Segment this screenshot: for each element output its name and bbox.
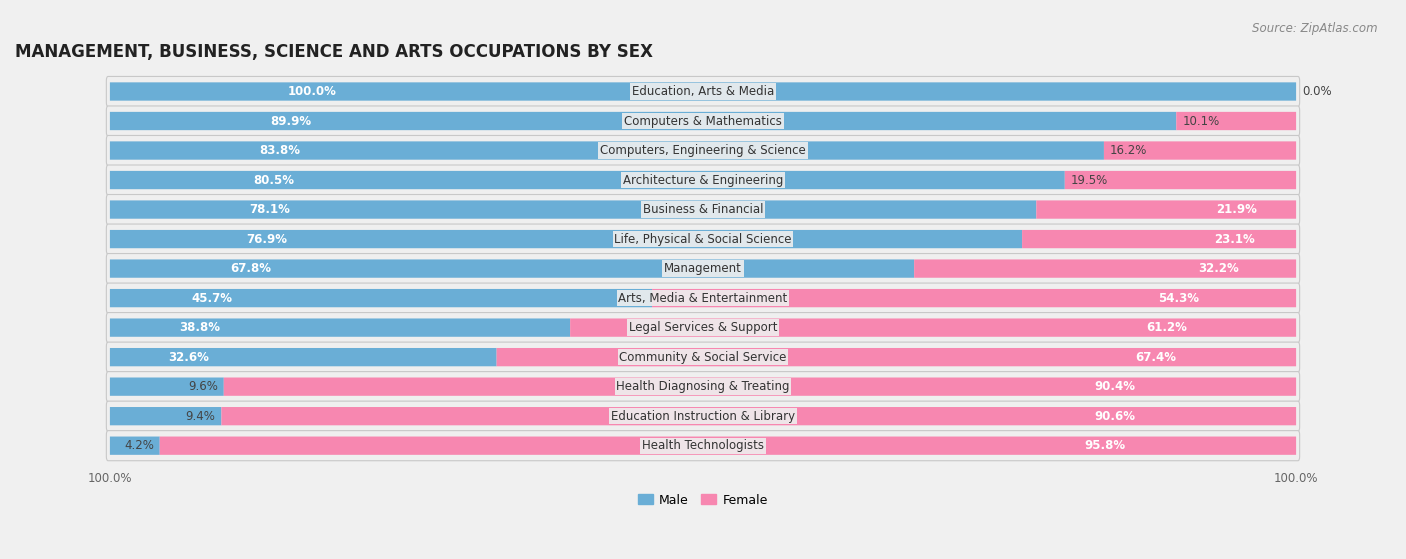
Text: 21.9%: 21.9% [1216, 203, 1257, 216]
FancyBboxPatch shape [110, 289, 652, 307]
Text: Legal Services & Support: Legal Services & Support [628, 321, 778, 334]
FancyBboxPatch shape [1177, 112, 1296, 130]
Text: Health Technologists: Health Technologists [643, 439, 763, 452]
FancyBboxPatch shape [1036, 201, 1296, 219]
Text: 32.6%: 32.6% [167, 350, 208, 364]
FancyBboxPatch shape [110, 407, 221, 425]
Text: 23.1%: 23.1% [1215, 233, 1256, 245]
Text: 9.4%: 9.4% [186, 410, 215, 423]
FancyBboxPatch shape [496, 348, 1296, 366]
FancyBboxPatch shape [107, 342, 1299, 372]
Text: 80.5%: 80.5% [253, 173, 294, 187]
FancyBboxPatch shape [571, 319, 1296, 337]
Text: 90.4%: 90.4% [1094, 380, 1135, 393]
Text: Community & Social Service: Community & Social Service [619, 350, 787, 364]
Text: 89.9%: 89.9% [270, 115, 311, 127]
FancyBboxPatch shape [110, 112, 1177, 130]
Legend: Male, Female: Male, Female [633, 489, 773, 511]
Text: Health Diagnosing & Treating: Health Diagnosing & Treating [616, 380, 790, 393]
Text: 9.6%: 9.6% [188, 380, 218, 393]
FancyBboxPatch shape [110, 201, 1036, 219]
FancyBboxPatch shape [110, 82, 1296, 101]
FancyBboxPatch shape [110, 377, 224, 396]
Text: 67.8%: 67.8% [231, 262, 271, 275]
Text: Education Instruction & Library: Education Instruction & Library [612, 410, 794, 423]
FancyBboxPatch shape [107, 430, 1299, 461]
FancyBboxPatch shape [107, 106, 1299, 136]
FancyBboxPatch shape [110, 171, 1064, 189]
FancyBboxPatch shape [221, 407, 1296, 425]
Text: 38.8%: 38.8% [179, 321, 219, 334]
FancyBboxPatch shape [107, 372, 1299, 402]
FancyBboxPatch shape [107, 77, 1299, 107]
FancyBboxPatch shape [224, 377, 1296, 396]
FancyBboxPatch shape [110, 348, 496, 366]
Text: 76.9%: 76.9% [246, 233, 288, 245]
Text: 95.8%: 95.8% [1084, 439, 1126, 452]
Text: 45.7%: 45.7% [191, 292, 232, 305]
FancyBboxPatch shape [110, 230, 1022, 248]
Text: 4.2%: 4.2% [124, 439, 153, 452]
Text: 0.0%: 0.0% [1302, 85, 1331, 98]
FancyBboxPatch shape [107, 135, 1299, 165]
Text: Management: Management [664, 262, 742, 275]
FancyBboxPatch shape [1104, 141, 1296, 160]
Text: Arts, Media & Entertainment: Arts, Media & Entertainment [619, 292, 787, 305]
FancyBboxPatch shape [110, 141, 1104, 160]
Text: Source: ZipAtlas.com: Source: ZipAtlas.com [1253, 22, 1378, 35]
FancyBboxPatch shape [107, 254, 1299, 283]
Text: Architecture & Engineering: Architecture & Engineering [623, 173, 783, 187]
FancyBboxPatch shape [107, 195, 1299, 225]
Text: 67.4%: 67.4% [1135, 350, 1177, 364]
Text: 16.2%: 16.2% [1109, 144, 1147, 157]
Text: 10.1%: 10.1% [1182, 115, 1219, 127]
FancyBboxPatch shape [110, 437, 160, 455]
Text: MANAGEMENT, BUSINESS, SCIENCE AND ARTS OCCUPATIONS BY SEX: MANAGEMENT, BUSINESS, SCIENCE AND ARTS O… [15, 43, 652, 61]
FancyBboxPatch shape [110, 259, 914, 278]
FancyBboxPatch shape [160, 437, 1296, 455]
FancyBboxPatch shape [107, 312, 1299, 343]
Text: Life, Physical & Social Science: Life, Physical & Social Science [614, 233, 792, 245]
Text: 90.6%: 90.6% [1094, 410, 1135, 423]
FancyBboxPatch shape [1022, 230, 1296, 248]
Text: 19.5%: 19.5% [1071, 173, 1108, 187]
Text: 83.8%: 83.8% [259, 144, 299, 157]
Text: Computers, Engineering & Science: Computers, Engineering & Science [600, 144, 806, 157]
FancyBboxPatch shape [107, 401, 1299, 431]
FancyBboxPatch shape [110, 319, 571, 337]
FancyBboxPatch shape [107, 224, 1299, 254]
Text: Computers & Mathematics: Computers & Mathematics [624, 115, 782, 127]
Text: Business & Financial: Business & Financial [643, 203, 763, 216]
Text: 78.1%: 78.1% [249, 203, 290, 216]
FancyBboxPatch shape [1064, 171, 1296, 189]
FancyBboxPatch shape [914, 259, 1296, 278]
FancyBboxPatch shape [107, 165, 1299, 195]
Text: 54.3%: 54.3% [1159, 292, 1199, 305]
Text: 32.2%: 32.2% [1198, 262, 1239, 275]
Text: 100.0%: 100.0% [288, 85, 336, 98]
FancyBboxPatch shape [107, 283, 1299, 313]
Text: 61.2%: 61.2% [1146, 321, 1187, 334]
FancyBboxPatch shape [652, 289, 1296, 307]
Text: Education, Arts & Media: Education, Arts & Media [631, 85, 775, 98]
